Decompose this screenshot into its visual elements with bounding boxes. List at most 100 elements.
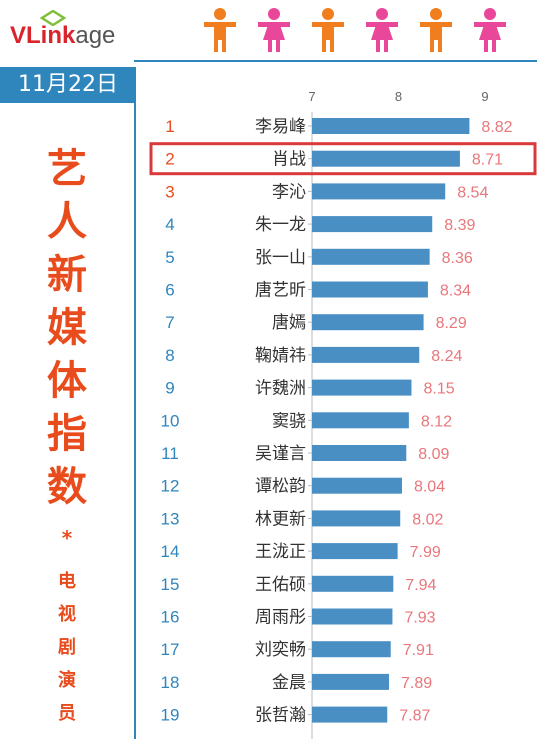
bar [312,608,393,625]
value-label: 8.54 [457,184,488,201]
bar [312,118,470,134]
bar [312,346,420,363]
header-divider [134,60,537,62]
title-char: 新 [47,252,87,298]
logo-text-ink: ink [40,22,76,49]
category-label: 张一山 [255,248,306,268]
title-char: 指 [47,411,87,457]
bar [312,641,391,658]
rank-label: 18 [161,673,180,692]
x-tick-label: 9 [481,89,488,104]
person-male-icon [204,8,236,52]
category-label: 许魏洲 [255,379,306,399]
value-label: 8.12 [421,413,452,430]
bar [312,543,398,560]
sidebar-subtitle: 电 视 剧 演 员 [0,565,134,730]
bar [312,706,388,723]
bar [312,379,412,396]
people-icons-row [204,8,506,52]
rank-label: 6 [165,281,174,300]
category-label: 刘奕畅 [255,640,306,660]
value-label: 8.15 [423,381,454,398]
rank-label: 8 [165,346,174,365]
value-label: 8.29 [436,315,467,332]
title-char: 体 [47,358,87,404]
ranking-bar-chart: 7 8 9 1 李易峰 8.82 2 肖战 8.71 3 李沁 8.54 4 朱一龙 8.39 5 张一山 8.3… [149,89,537,739]
category-label: 李沁 [272,182,306,202]
value-label: 8.24 [431,348,462,365]
rank-label: 10 [161,411,180,430]
value-label: 7.93 [404,610,435,627]
value-label: 8.71 [472,152,503,169]
bar [312,216,433,233]
category-label: 王佑硕 [255,575,306,595]
category-label: 吴谨言 [255,444,306,464]
value-label: 8.02 [412,511,443,528]
rank-label: 19 [161,706,180,725]
bar [312,281,428,298]
person-female-icon [366,8,398,52]
title-char: 媒 [47,305,87,351]
sidebar-star: * [61,526,73,550]
rank-label: 3 [165,182,174,201]
logo-text-age: age [75,22,116,49]
title-char: 人 [47,199,87,245]
logo-text-vl: VL [10,22,41,49]
category-label: 周雨彤 [255,608,306,628]
rank-label: 11 [161,444,179,463]
highlight-box [149,142,537,176]
category-label: 窦骁 [272,411,306,431]
person-male-icon [312,8,344,52]
category-label: 唐艺昕 [255,280,306,301]
value-label: 7.87 [399,708,430,725]
bar [312,314,424,331]
bar [312,150,460,167]
subtitle-char: 演 [58,670,76,691]
bar [312,510,401,527]
rank-label: 4 [165,215,174,234]
value-label: 7.94 [405,577,436,594]
subtitle-char: 视 [58,604,76,625]
bar [312,477,402,494]
rank-label: 9 [165,379,174,398]
subtitle-char: 剧 [58,637,76,658]
rank-label: 16 [161,608,180,627]
rank-label: 15 [161,575,180,594]
category-label: 林更新 [255,509,306,529]
value-label: 8.34 [440,283,471,300]
title-char: 数 [47,464,87,510]
bar [312,575,394,592]
bar [312,673,389,690]
value-label: 8.39 [444,217,475,234]
bar [312,183,446,200]
rank-label: 17 [161,640,180,659]
bar [312,412,409,429]
title-char: 艺 [47,146,87,192]
bar [312,445,407,461]
rank-label: 14 [161,542,180,561]
value-label: 7.89 [401,675,432,692]
date-badge: 11月22日 [0,67,136,103]
value-label: 8.82 [481,119,512,136]
category-label: 鞠婧祎 [255,346,306,366]
subtitle-char: 电 [58,571,76,592]
rank-label: 1 [165,117,174,136]
x-tick-label: 7 [308,89,315,104]
rank-label: 2 [165,150,174,169]
category-label: 张哲瀚 [255,706,306,726]
person-female-icon [474,8,506,52]
subtitle-char: 员 [58,703,76,724]
category-label: 王泷正 [255,542,306,562]
logo-text: VLinkage [10,22,115,50]
value-label: 8.36 [442,250,473,267]
person-male-icon [420,8,452,52]
sidebar-panel: 艺 人 新 媒 体 指 数 * 电 视 剧 演 员 [0,103,136,739]
category-label: 肖战 [272,150,306,170]
rank-label: 7 [165,313,174,332]
category-label: 朱一龙 [255,215,306,235]
category-label: 金晨 [272,673,306,693]
category-label: 谭松韵 [255,477,306,497]
value-label: 8.04 [414,479,445,496]
category-label: 李易峰 [255,117,306,137]
person-female-icon [258,8,290,52]
